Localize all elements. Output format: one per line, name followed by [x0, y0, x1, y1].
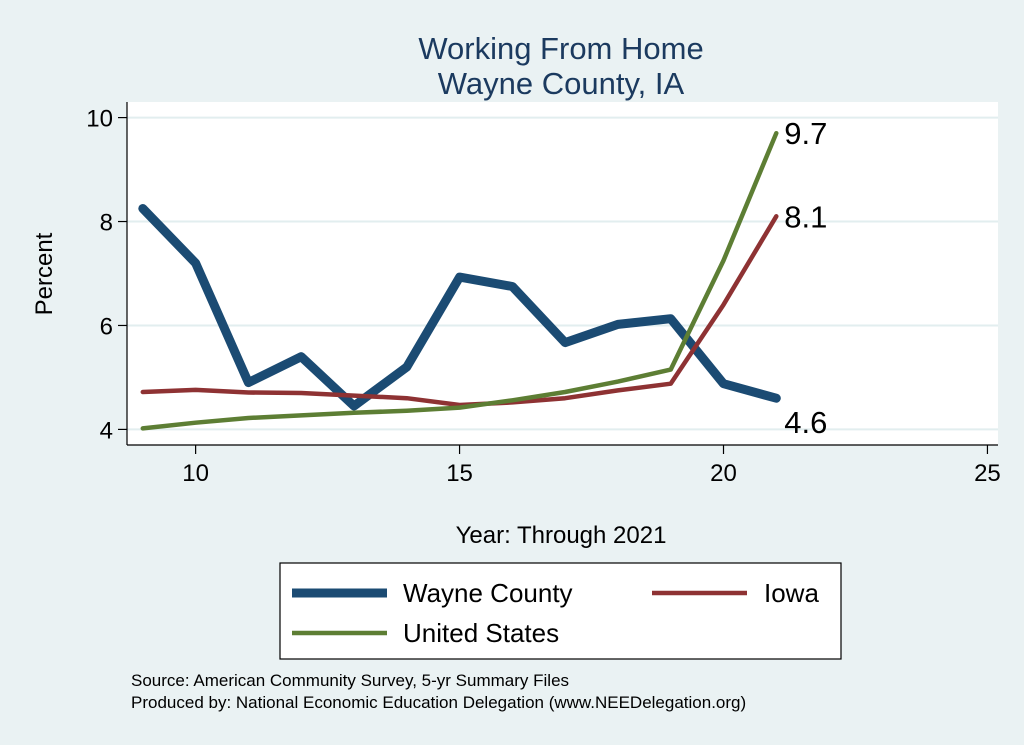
end-label-wayne-county: 4.6	[784, 405, 827, 440]
chart-title-line-2: Wayne County, IA	[438, 66, 685, 101]
y-axis-ticks: 4 6 8 10	[86, 106, 127, 444]
x-axis-ticks: 10 15 20 25	[182, 445, 1001, 487]
y-tick-label-10: 10	[86, 106, 113, 133]
series-line-iowa	[140, 214, 779, 408]
produced-by-note: Produced by: National Economic Education…	[131, 693, 746, 712]
x-tick-label-15: 15	[446, 460, 473, 487]
series-layer	[138, 130, 781, 431]
x-tick-label-10: 10	[182, 460, 209, 487]
chart-title-line-1: Working From Home	[418, 31, 703, 66]
legend-label-united-states: United States	[403, 618, 559, 648]
y-tick-label-8: 8	[100, 210, 113, 237]
y-tick-label-4: 4	[100, 417, 113, 444]
legend-label-wayne-county: Wayne County	[403, 578, 573, 608]
y-axis-title: Percent	[31, 232, 58, 315]
x-tick-label-20: 20	[710, 460, 737, 487]
end-labels: 4.6 8.1 9.7	[784, 116, 827, 440]
legend-label-iowa: Iowa	[764, 578, 819, 608]
source-note: Source: American Community Survey, 5-yr …	[131, 671, 569, 690]
y-tick-label-6: 6	[100, 313, 113, 340]
x-tick-label-25: 25	[974, 460, 1001, 487]
legend-box	[279, 562, 842, 660]
plot-area	[127, 102, 998, 445]
end-label-united-states: 9.7	[784, 116, 827, 151]
series-line-wayne-county	[138, 204, 781, 411]
series-line-united-states	[140, 130, 779, 431]
end-label-iowa: 8.1	[784, 199, 827, 234]
x-axis-title: Year: Through 2021	[456, 522, 667, 549]
grid-lines	[127, 116, 998, 431]
